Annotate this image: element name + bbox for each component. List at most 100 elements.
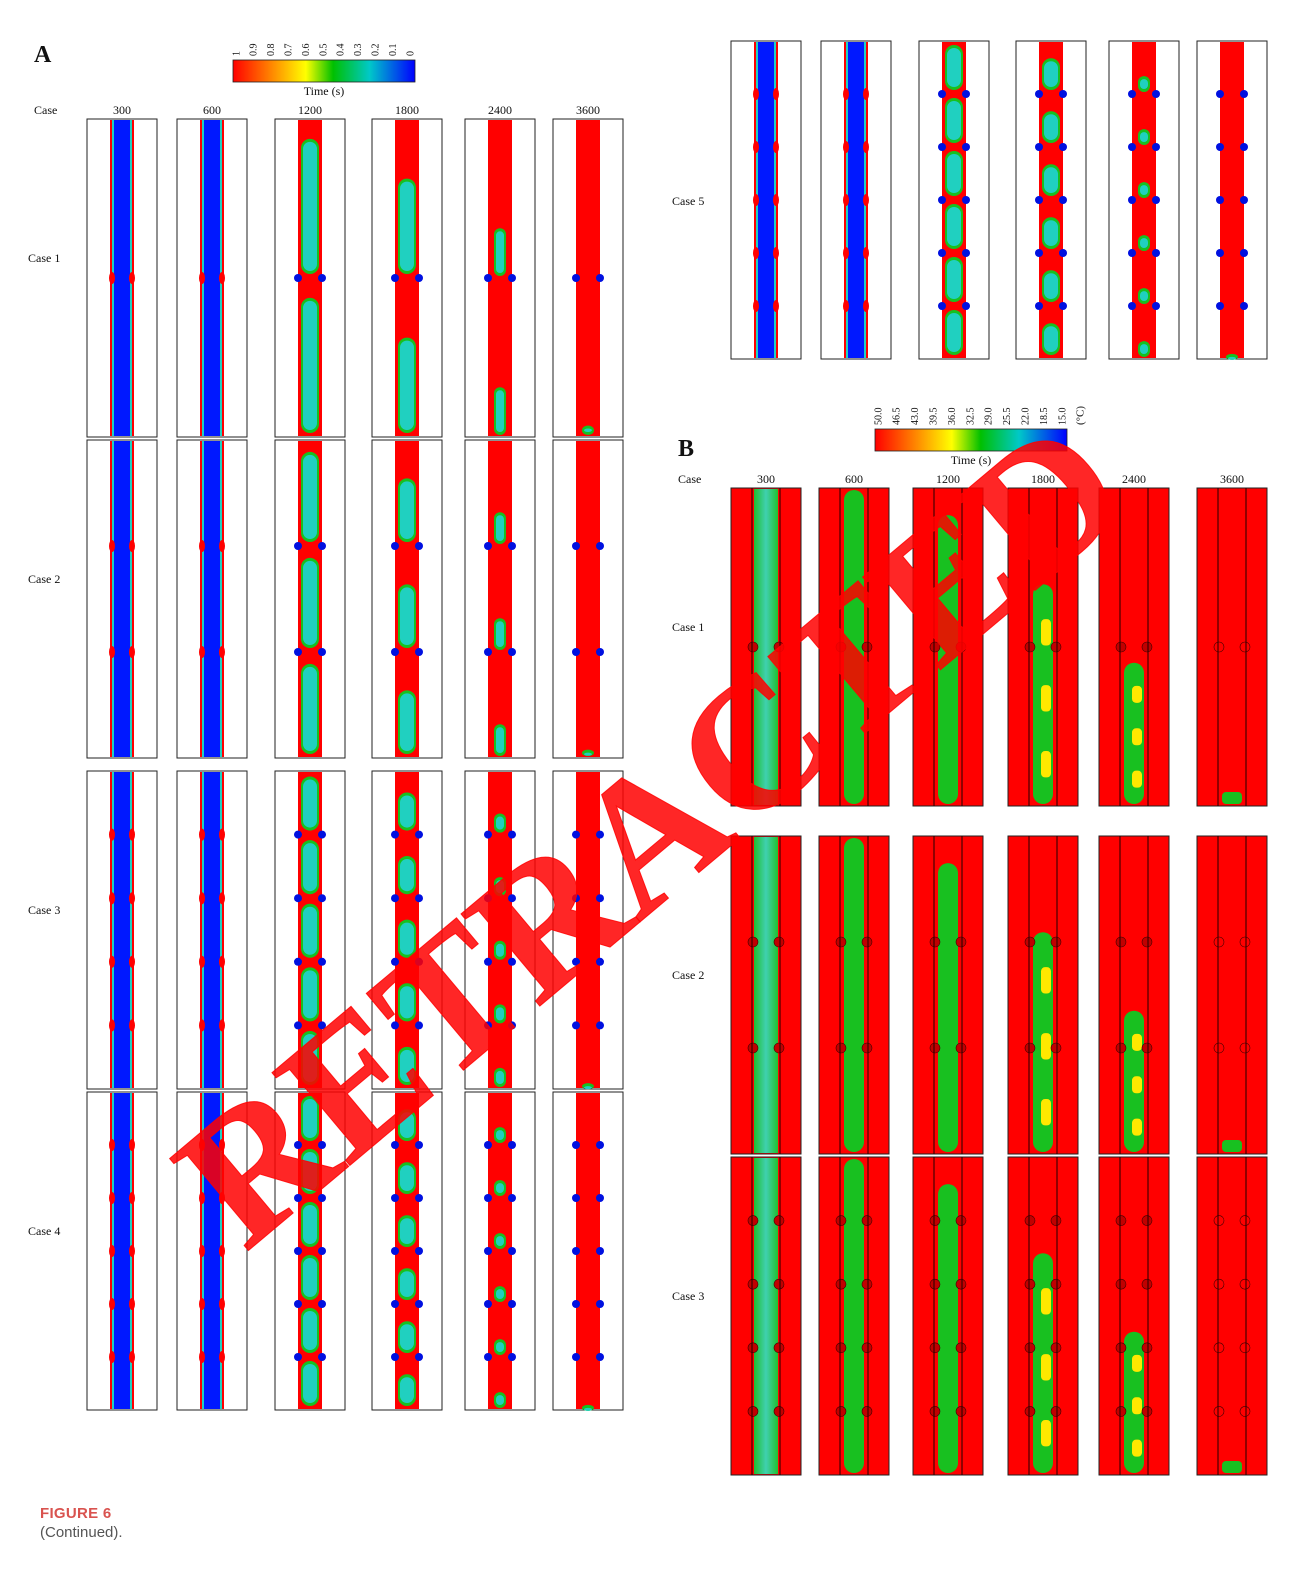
- volume-fraction-contour: [274, 1091, 346, 1411]
- melt-core: [1140, 291, 1148, 301]
- temperature-contour: [1098, 835, 1170, 1155]
- pinch: [129, 646, 135, 658]
- melt-core: [1044, 61, 1058, 87]
- colorbar-tick-label: 0.2: [370, 44, 381, 57]
- obstacle: [835, 936, 847, 948]
- pinch: [109, 1298, 115, 1310]
- pinch: [219, 646, 225, 658]
- volume-fraction-contour: [464, 1091, 536, 1411]
- obstacle: [572, 1247, 580, 1255]
- melt-core: [400, 587, 414, 645]
- obstacle: [596, 830, 604, 839]
- obstacle: [415, 1247, 423, 1255]
- obstacle: [1216, 90, 1224, 98]
- temperature-contour: [818, 1156, 890, 1476]
- time-column-header: 1200: [936, 472, 960, 486]
- obstacle: [1024, 641, 1036, 653]
- obstacle: [391, 1300, 399, 1308]
- obstacle: [1213, 936, 1225, 948]
- melt-core: [947, 312, 961, 352]
- obstacle: [484, 542, 492, 550]
- warm-zone: [1132, 685, 1142, 703]
- obstacle: [1141, 1215, 1153, 1226]
- temperature-contour: [912, 487, 984, 807]
- obstacle: [508, 894, 516, 903]
- colorbar-tick-label: 0.4: [336, 44, 347, 57]
- obstacle: [1213, 1342, 1225, 1354]
- pipe-column: [488, 441, 512, 757]
- melt-core: [496, 1289, 504, 1299]
- volume-fraction-contour: [820, 40, 892, 360]
- pinch: [219, 892, 225, 905]
- obstacle: [962, 302, 970, 310]
- obstacle: [1115, 936, 1127, 948]
- melt-core: [1044, 326, 1058, 352]
- colorbar-tick-label: 43.0: [910, 408, 921, 426]
- obstacle: [1128, 196, 1136, 204]
- obstacle: [1035, 302, 1043, 310]
- colorbar-tick-label: 36.0: [947, 408, 958, 426]
- volume-fraction-contour: [274, 439, 346, 759]
- melt-core: [584, 428, 592, 432]
- obstacle: [1216, 302, 1224, 310]
- melt-core: [947, 47, 961, 87]
- cell-frame: [1196, 1156, 1268, 1476]
- core: [1222, 1140, 1242, 1152]
- obstacle: [1216, 249, 1224, 257]
- obstacle: [1213, 1278, 1225, 1290]
- colorbar-gradient: [232, 59, 416, 83]
- pinch: [843, 141, 849, 153]
- warm-zone: [1041, 1033, 1051, 1060]
- obstacle: [1141, 1406, 1153, 1417]
- case-column-header: Case: [678, 472, 701, 486]
- colorbar-tick-label: 0.5: [318, 44, 329, 57]
- colorbar-tick-label: 1: [231, 51, 242, 56]
- melt-core: [400, 481, 414, 539]
- melt-core: [496, 231, 504, 273]
- obstacle: [294, 830, 302, 839]
- melt-core: [400, 693, 414, 751]
- colorbar-tick-label: 50.0: [873, 408, 884, 426]
- figure-caption: FIGURE 6 (Continued).: [40, 1505, 123, 1541]
- obstacle: [1115, 1278, 1127, 1290]
- melt-core: [400, 181, 414, 271]
- melt-core: [496, 1007, 504, 1021]
- pinch: [109, 1139, 115, 1151]
- obstacle: [572, 648, 580, 656]
- warm-zone: [1132, 1033, 1142, 1051]
- obstacle: [1141, 1278, 1153, 1290]
- pinch: [773, 194, 779, 206]
- melt-core: [303, 454, 317, 539]
- obstacle: [415, 1300, 423, 1308]
- volume-fraction-contour: [464, 439, 536, 759]
- obstacle: [572, 830, 580, 839]
- obstacle: [929, 1215, 941, 1226]
- obstacle: [1216, 143, 1224, 151]
- pinch: [219, 1192, 225, 1204]
- obstacle: [938, 249, 946, 257]
- pinch: [199, 540, 205, 552]
- melt-core: [400, 922, 414, 955]
- obstacle: [415, 1194, 423, 1202]
- melt-core: [496, 943, 504, 957]
- volume-fraction-contour: [552, 770, 624, 1090]
- warm-zone: [1041, 967, 1051, 994]
- obstacle: [1213, 641, 1225, 653]
- obstacle: [1240, 143, 1248, 151]
- pinch: [199, 955, 205, 968]
- obstacle: [1239, 641, 1251, 653]
- melt-core: [496, 816, 504, 830]
- obstacle: [1059, 196, 1067, 204]
- core: [938, 863, 958, 1152]
- temperature-contour: [818, 835, 890, 1155]
- temperature-contour: [1098, 1156, 1170, 1476]
- obstacle: [415, 1353, 423, 1361]
- volume-fraction-contour: [371, 770, 443, 1090]
- obstacle: [318, 1021, 326, 1030]
- obstacle: [1024, 1278, 1036, 1290]
- obstacle: [1035, 196, 1043, 204]
- pinch: [129, 892, 135, 905]
- obstacle: [773, 1406, 785, 1417]
- obstacle: [391, 957, 399, 966]
- pinch: [753, 194, 759, 206]
